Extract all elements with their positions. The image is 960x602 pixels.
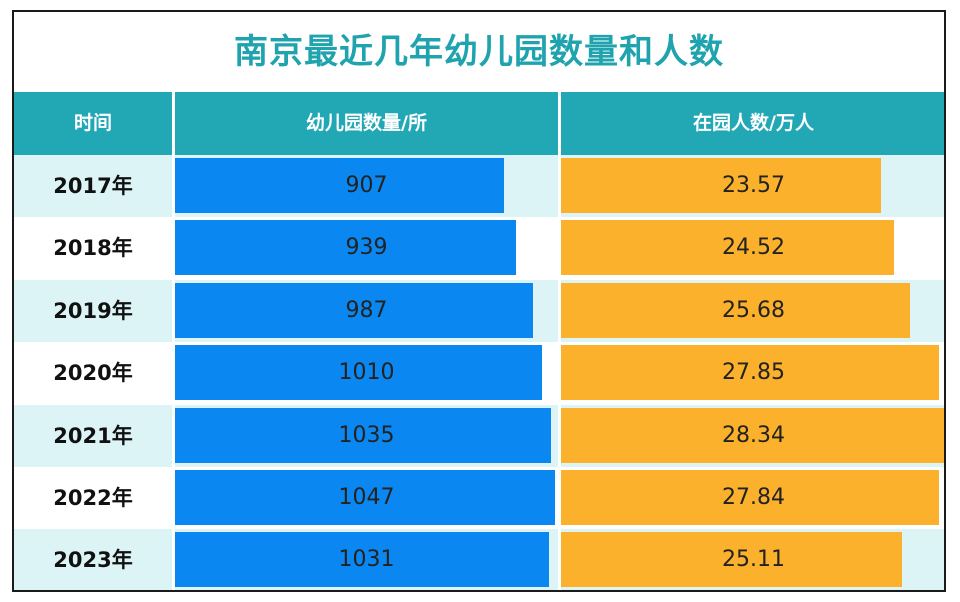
people-bar bbox=[561, 158, 881, 213]
count-value-label: 1047 bbox=[338, 485, 395, 510]
people-value-label: 25.11 bbox=[722, 547, 785, 573]
chart-table: 南京最近几年幼儿园数量和人数 时间 幼儿园数量/所 在园人数/万人 2017年 9… bbox=[12, 10, 946, 592]
year-label: 2023年 bbox=[53, 548, 133, 573]
people-value-label: 27.85 bbox=[722, 360, 785, 386]
table-row: 2017年 907 23.57 bbox=[14, 155, 944, 217]
count-bar bbox=[175, 158, 504, 213]
table-header: 时间 幼儿园数量/所 在园人数/万人 bbox=[14, 92, 944, 155]
count-value-label: 1031 bbox=[338, 547, 395, 573]
header-people: 在园人数/万人 bbox=[693, 112, 814, 134]
people-bar bbox=[561, 470, 939, 525]
people-value-label: 28.34 bbox=[722, 422, 785, 448]
count-value-label: 907 bbox=[345, 173, 388, 198]
count-value-label: 1035 bbox=[338, 422, 395, 448]
count-value-label: 987 bbox=[345, 297, 388, 323]
people-bar bbox=[561, 282, 910, 338]
year-label: 2019年 bbox=[53, 298, 133, 323]
people-bar bbox=[561, 532, 902, 588]
year-label: 2020年 bbox=[53, 361, 133, 386]
people-bar bbox=[561, 407, 944, 463]
count-bar bbox=[175, 345, 542, 401]
header-year: 时间 bbox=[73, 112, 112, 134]
people-value-label: 24.52 bbox=[722, 235, 785, 261]
table-row: 2023年 1031 25.11 bbox=[14, 529, 944, 590]
column-divider bbox=[558, 155, 561, 590]
people-value-label: 23.57 bbox=[722, 173, 785, 198]
column-divider bbox=[172, 155, 175, 590]
table-row: 2022年 1047 27.84 bbox=[14, 467, 944, 529]
count-bar bbox=[175, 282, 533, 338]
count-bar bbox=[175, 470, 555, 525]
year-label: 2021年 bbox=[53, 423, 133, 448]
header-count: 幼儿园数量/所 bbox=[306, 112, 427, 134]
chart-title: 南京最近几年幼儿园数量和人数 bbox=[234, 32, 724, 72]
count-bar bbox=[175, 532, 549, 588]
people-bar bbox=[561, 345, 939, 401]
count-value-label: 939 bbox=[345, 235, 388, 261]
header-divider bbox=[172, 92, 175, 155]
year-label: 2018年 bbox=[53, 236, 133, 261]
table-row: 2021年 1035 28.34 bbox=[14, 404, 944, 467]
people-value-label: 27.84 bbox=[722, 485, 785, 510]
table-row: 2018年 939 24.52 bbox=[14, 217, 944, 280]
count-bar bbox=[175, 407, 551, 463]
year-label: 2017年 bbox=[53, 174, 133, 198]
table-row: 2019年 987 25.68 bbox=[14, 279, 944, 342]
people-value-label: 25.68 bbox=[722, 297, 785, 323]
year-label: 2022年 bbox=[53, 486, 133, 510]
count-bar bbox=[175, 220, 516, 276]
count-value-label: 1010 bbox=[338, 360, 395, 386]
people-bar bbox=[561, 220, 894, 276]
header-divider bbox=[558, 92, 561, 155]
table-row: 2020年 1010 27.85 bbox=[14, 342, 944, 405]
